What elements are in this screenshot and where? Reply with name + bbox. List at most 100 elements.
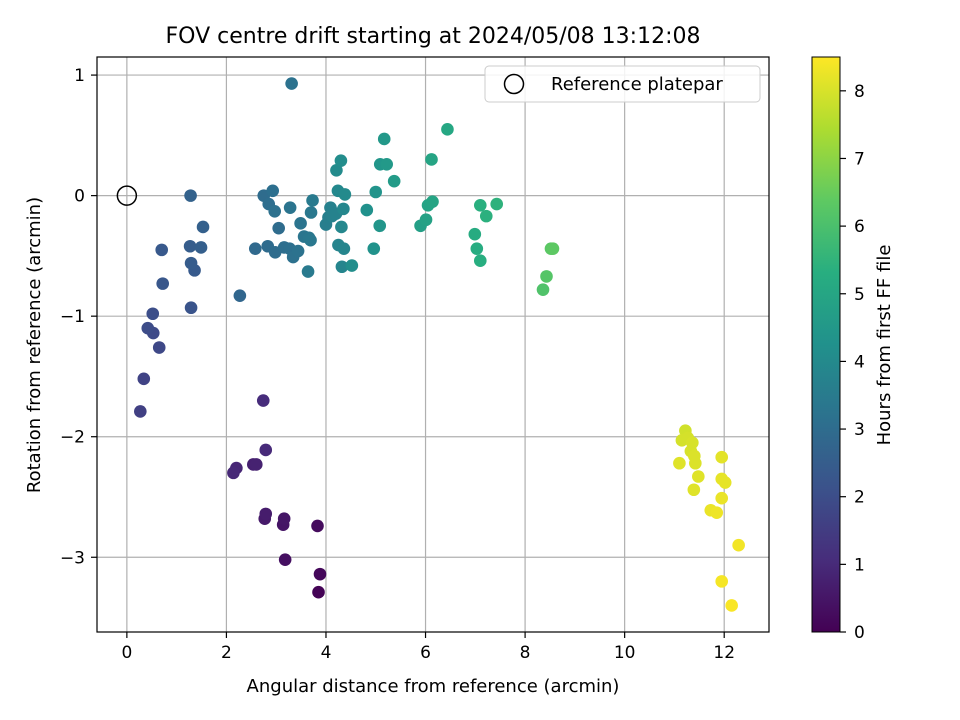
data-point [248, 242, 262, 255]
data-point [184, 189, 197, 202]
data-point [337, 202, 350, 216]
data-point [194, 241, 208, 254]
data-point [732, 538, 745, 552]
data-point [715, 450, 729, 464]
x-tick-label: 0 [121, 643, 132, 663]
data-point [301, 265, 315, 278]
data-points [134, 77, 745, 612]
data-point [313, 567, 327, 581]
data-point [441, 123, 454, 136]
data-point [718, 476, 732, 489]
legend-box [484, 65, 761, 103]
data-point [335, 220, 348, 234]
legend-label: Reference platepar [551, 74, 723, 95]
data-point [306, 194, 319, 207]
data-point [369, 185, 383, 199]
x-axis-ticks: 0 2 4 6 8 10 12 [121, 632, 735, 663]
data-point [278, 553, 292, 566]
y-axis-ticks: −3 −2 −1 0 1 [60, 66, 97, 568]
colorbar-label: Hours from first FF file [874, 245, 895, 446]
data-point [312, 585, 325, 599]
data-point [546, 242, 560, 255]
data-point [479, 209, 493, 223]
data-point [256, 394, 270, 407]
data-point [715, 575, 729, 588]
y-tick-label: −1 [60, 307, 85, 327]
data-point [304, 206, 318, 219]
data-point [272, 221, 285, 235]
colorbar-tick-label: 0 [854, 623, 865, 643]
colorbar-tick-label: 6 [854, 217, 865, 237]
data-point [387, 174, 401, 188]
data-point [373, 219, 387, 233]
x-tick-label: 12 [713, 643, 735, 663]
data-point [468, 227, 482, 241]
colorbar-tick-label: 8 [854, 82, 865, 102]
data-point [337, 242, 351, 255]
colorbar-tick-label: 1 [854, 555, 865, 575]
x-axis-label: Angular distance from reference (arcmin) [247, 676, 620, 697]
reference-marker [116, 185, 138, 206]
colorbar-tick-label: 7 [854, 149, 865, 169]
data-point [183, 239, 197, 253]
x-tick-label: 6 [420, 643, 431, 663]
data-point [227, 466, 240, 480]
data-point [304, 233, 317, 247]
x-tick-label: 8 [520, 643, 531, 663]
data-point [330, 164, 343, 177]
data-point [335, 260, 349, 274]
colorbar-tick-label: 2 [854, 488, 865, 508]
data-point [473, 254, 487, 268]
data-point [710, 506, 724, 519]
data-point [419, 213, 433, 227]
colorbar-gradient [811, 56, 841, 633]
legend-reference-marker [503, 73, 525, 95]
data-point [692, 470, 705, 483]
data-point [134, 405, 147, 418]
data-point [380, 157, 394, 171]
data-point [715, 491, 729, 505]
colorbar-ticks: 0 1 2 3 4 5 6 7 8 [840, 82, 865, 643]
data-point [334, 154, 348, 167]
data-point [137, 372, 151, 386]
y-tick-label: −3 [60, 548, 85, 568]
data-point [283, 201, 297, 214]
y-axis-label: Rotation from reference (arcmin) [24, 197, 45, 493]
data-point [673, 456, 686, 470]
reference-marker-group [116, 185, 138, 206]
colorbar: 0 1 2 3 4 5 6 7 8 Hours from first FF file [811, 56, 895, 643]
colorbar-tick-label: 3 [854, 420, 865, 440]
data-point [425, 153, 438, 166]
data-point [687, 483, 701, 497]
data-point [540, 270, 553, 283]
data-point [291, 244, 305, 258]
data-point [285, 77, 298, 90]
data-point [233, 289, 247, 302]
data-point [426, 195, 439, 208]
data-point [266, 184, 280, 198]
data-point [184, 256, 198, 270]
data-point [141, 321, 155, 335]
x-tick-label: 10 [614, 643, 636, 663]
data-point [725, 599, 738, 612]
chart-title: FOV centre drift starting at 2024/05/08 … [166, 24, 701, 49]
plot-frame [96, 56, 770, 633]
colorbar-tick-label: 5 [854, 285, 865, 305]
legend: Reference platepar [484, 65, 761, 103]
y-tick-label: 0 [74, 187, 85, 207]
data-point [360, 203, 374, 217]
data-point [146, 307, 160, 321]
data-point [367, 242, 381, 255]
data-point [377, 132, 391, 146]
data-point [338, 188, 352, 201]
data-point [155, 243, 169, 257]
y-tick-label: −2 [60, 428, 85, 448]
data-point [470, 242, 484, 255]
data-point [259, 443, 273, 457]
data-point [345, 259, 359, 272]
data-point [259, 507, 273, 521]
data-point [536, 283, 550, 296]
data-point [184, 301, 198, 315]
colorbar-tick-label: 4 [854, 352, 865, 372]
data-point [156, 277, 170, 290]
